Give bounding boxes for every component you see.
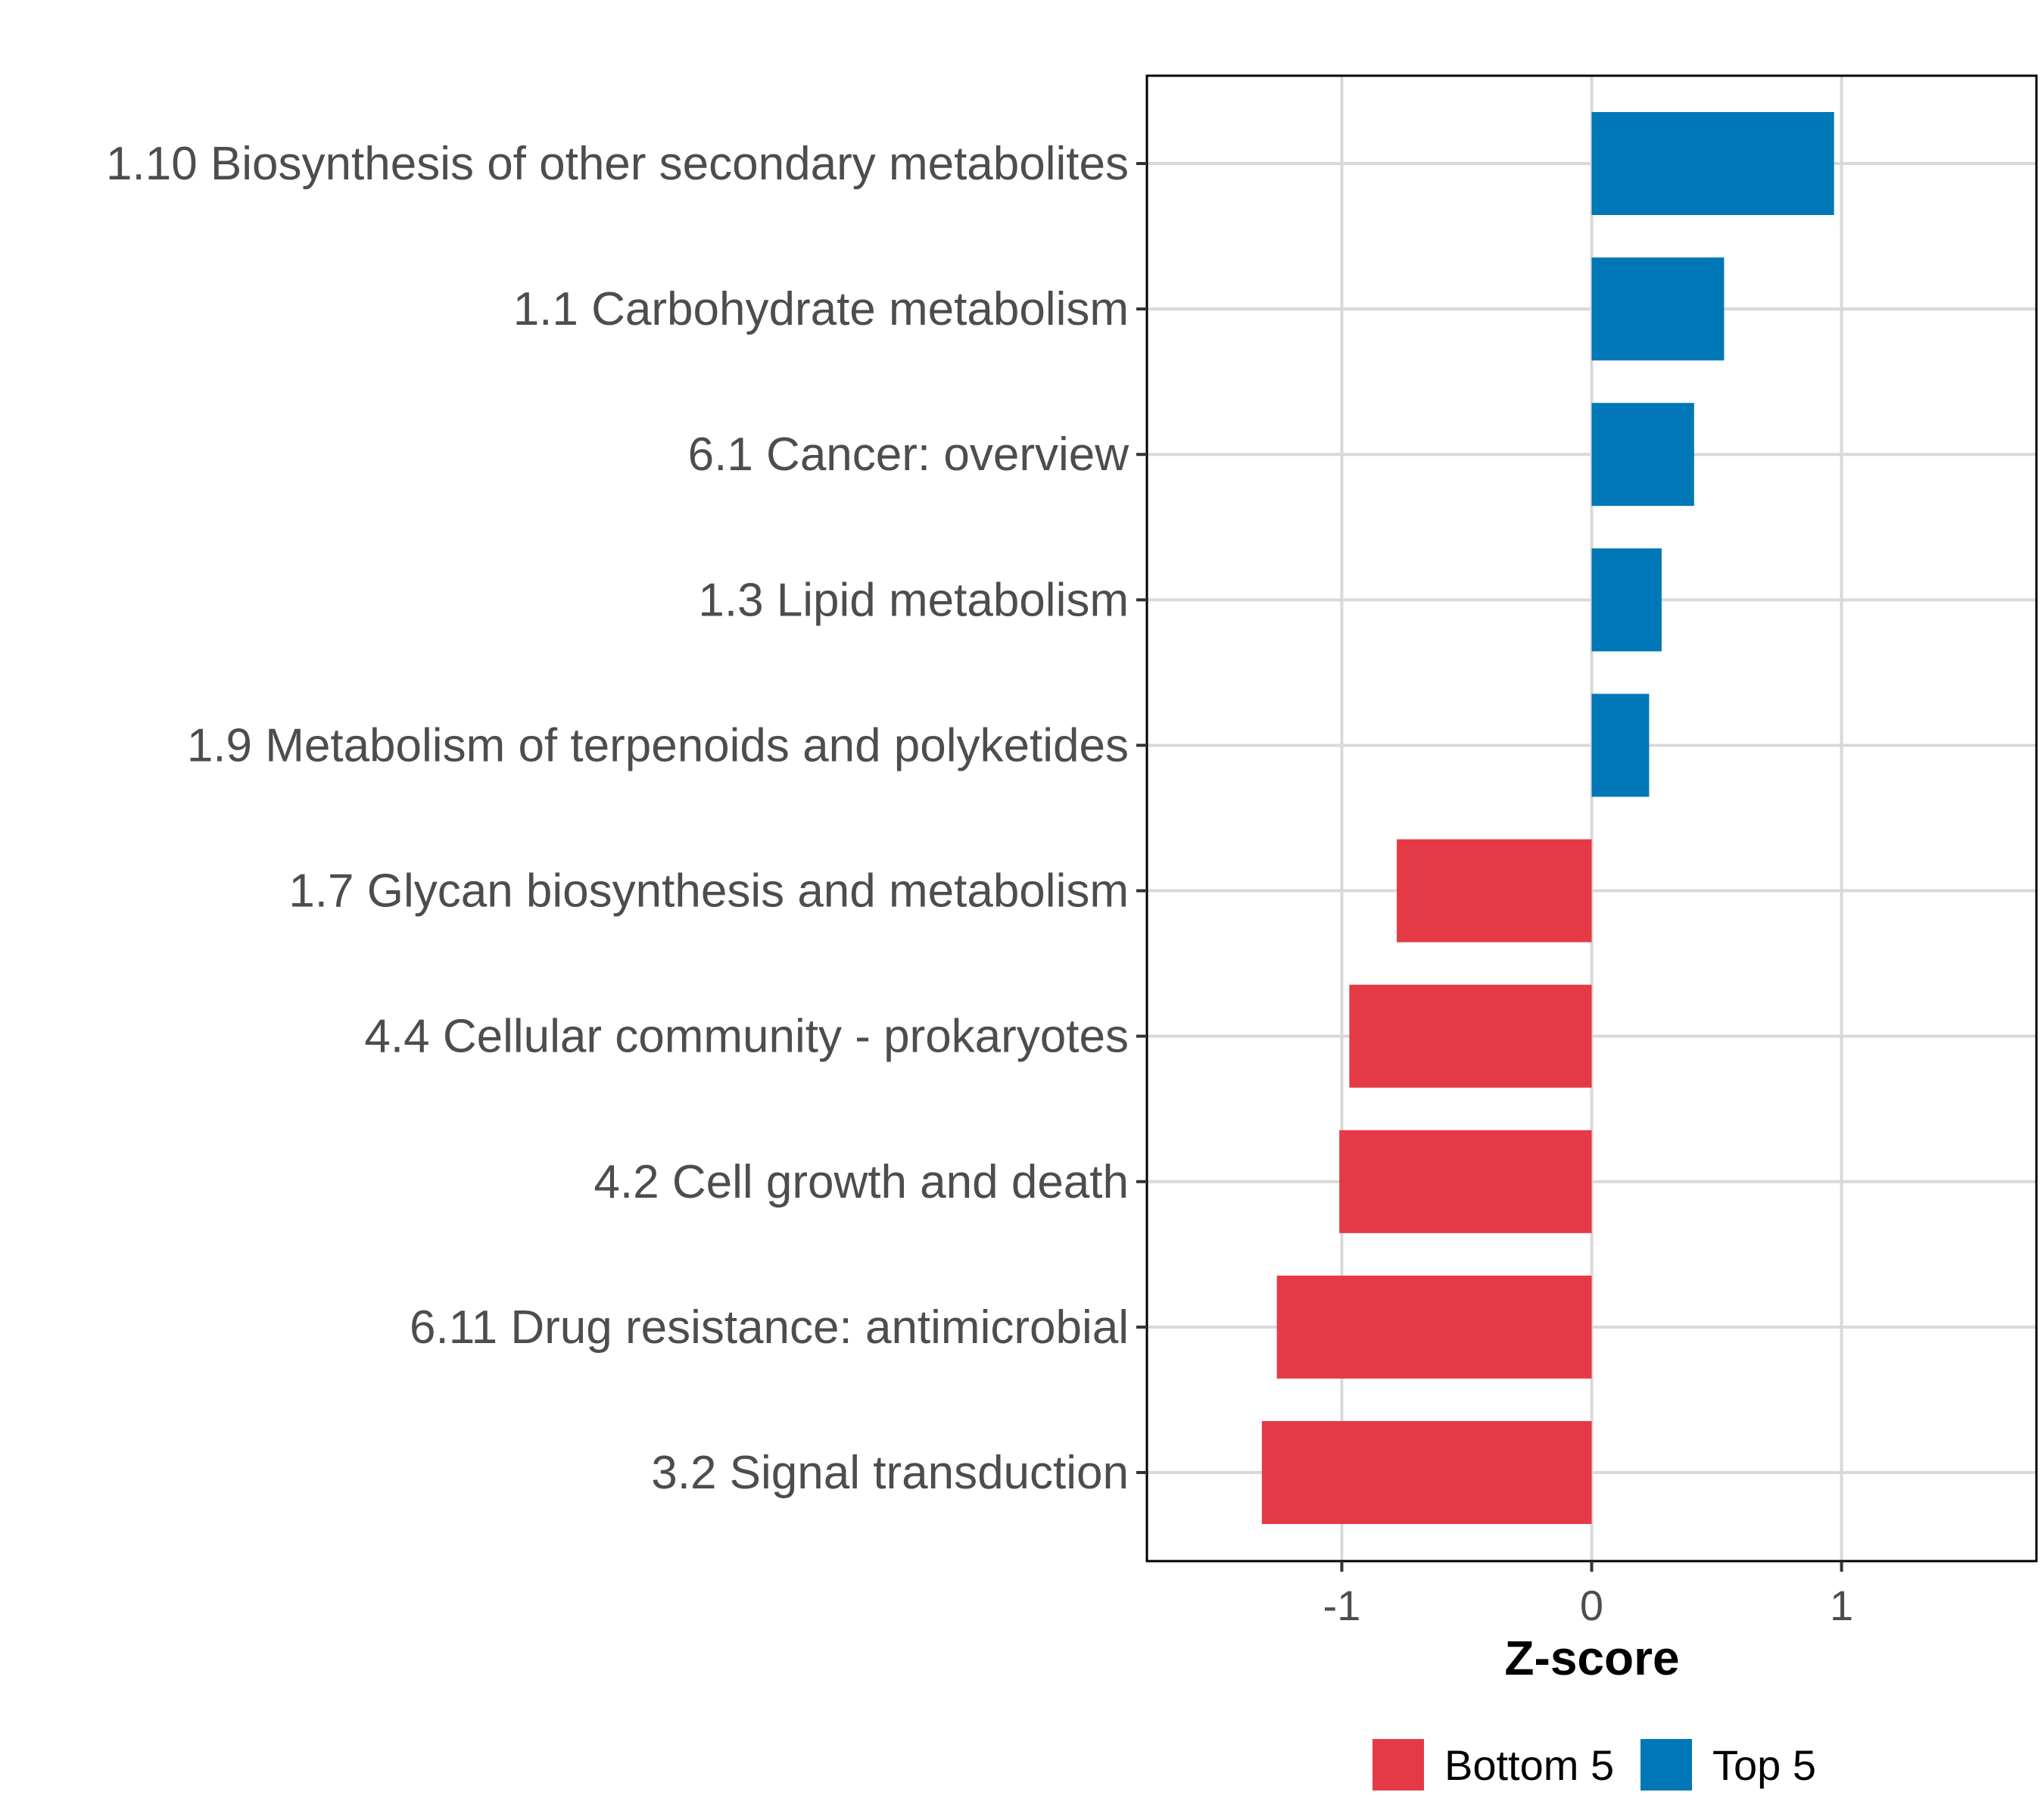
legend: Bottom 5 Top 5: [1373, 1739, 1816, 1791]
legend-swatch: [1640, 1739, 1692, 1791]
bars-layer: [1261, 112, 1834, 1524]
y-tick-label: 4.2 Cell growth and death: [594, 1156, 1129, 1208]
bar: [1339, 1130, 1592, 1233]
y-tick-label: 3.2 Signal transduction: [651, 1447, 1129, 1499]
bar: [1261, 1421, 1592, 1524]
x-tick-label: -1: [1323, 1582, 1361, 1629]
x-tick-label: 0: [1580, 1582, 1603, 1629]
bar: [1591, 112, 1834, 215]
y-axis: 1.10 Biosynthesis of other secondary met…: [106, 138, 1147, 1499]
bar: [1276, 1275, 1592, 1379]
bar: [1591, 403, 1694, 506]
bar: [1591, 548, 1662, 652]
bar: [1591, 693, 1650, 797]
bar: [1591, 257, 1725, 361]
x-tick-label: 1: [1830, 1582, 1853, 1629]
legend-label: Top 5: [1712, 1741, 1816, 1789]
y-tick-label: 1.7 Glycan biosynthesis and metabolism: [288, 865, 1129, 918]
y-tick-label: 4.4 Cellular community - prokaryotes: [364, 1011, 1129, 1063]
legend-label: Bottom 5: [1444, 1741, 1614, 1789]
bar: [1397, 839, 1592, 943]
x-axis: -1 0 1: [1323, 1561, 1853, 1629]
bar: [1349, 984, 1592, 1088]
legend-swatch: [1373, 1739, 1424, 1791]
y-tick-label: 1.10 Biosynthesis of other secondary met…: [106, 138, 1129, 190]
y-tick-label: 6.11 Drug resistance: antimicrobial: [410, 1301, 1129, 1354]
x-axis-title: Z-score: [1504, 1631, 1679, 1685]
y-tick-label: 1.9 Metabolism of terpenoids and polyket…: [187, 719, 1129, 771]
y-tick-label: 1.1 Carbohydrate metabolism: [513, 283, 1129, 335]
y-tick-label: 6.1 Cancer: overview: [688, 429, 1129, 481]
y-tick-label: 1.3 Lipid metabolism: [698, 574, 1129, 626]
